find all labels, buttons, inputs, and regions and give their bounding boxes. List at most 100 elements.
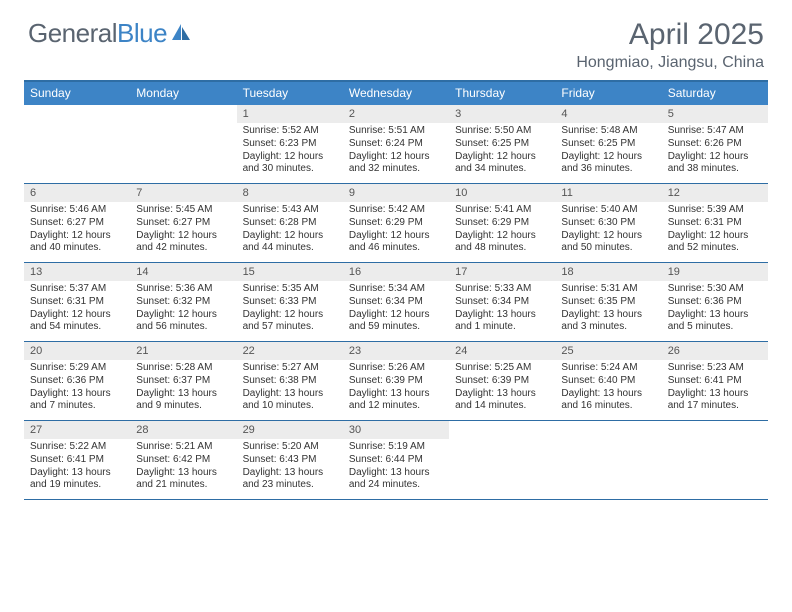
- sunrise-line: Sunrise: 5:43 AM: [243, 204, 337, 217]
- sunset-line: Sunset: 6:39 PM: [349, 375, 443, 388]
- sunset-line: Sunset: 6:29 PM: [455, 217, 549, 230]
- daylight-line: Daylight: 12 hours and 46 minutes.: [349, 230, 443, 256]
- day-header: Wednesday: [343, 82, 449, 105]
- day-number: 20: [24, 342, 130, 360]
- sunset-line: Sunset: 6:44 PM: [349, 454, 443, 467]
- day-number: 26: [662, 342, 768, 360]
- day-details: Sunrise: 5:40 AMSunset: 6:30 PMDaylight:…: [555, 202, 661, 259]
- daylight-line: Daylight: 13 hours and 1 minute.: [455, 309, 549, 335]
- daylight-line: Daylight: 12 hours and 50 minutes.: [561, 230, 655, 256]
- day-number: 1: [237, 105, 343, 123]
- daylight-line: Daylight: 12 hours and 38 minutes.: [668, 151, 762, 177]
- day-details: Sunrise: 5:37 AMSunset: 6:31 PMDaylight:…: [24, 281, 130, 338]
- day-details: Sunrise: 5:26 AMSunset: 6:39 PMDaylight:…: [343, 360, 449, 417]
- calendar-cell: 20Sunrise: 5:29 AMSunset: 6:36 PMDayligh…: [24, 342, 130, 420]
- day-details: Sunrise: 5:19 AMSunset: 6:44 PMDaylight:…: [343, 439, 449, 496]
- day-number: 10: [449, 184, 555, 202]
- sunrise-line: Sunrise: 5:28 AM: [136, 362, 230, 375]
- day-details: Sunrise: 5:45 AMSunset: 6:27 PMDaylight:…: [130, 202, 236, 259]
- sunrise-line: Sunrise: 5:37 AM: [30, 283, 124, 296]
- day-header-row: SundayMondayTuesdayWednesdayThursdayFrid…: [24, 82, 768, 105]
- calendar-cell: 5Sunrise: 5:47 AMSunset: 6:26 PMDaylight…: [662, 105, 768, 183]
- day-number: 3: [449, 105, 555, 123]
- daylight-line: Daylight: 12 hours and 44 minutes.: [243, 230, 337, 256]
- calendar-cell: 16Sunrise: 5:34 AMSunset: 6:34 PMDayligh…: [343, 263, 449, 341]
- day-number: 18: [555, 263, 661, 281]
- sunrise-line: Sunrise: 5:20 AM: [243, 441, 337, 454]
- calendar-cell: 26Sunrise: 5:23 AMSunset: 6:41 PMDayligh…: [662, 342, 768, 420]
- sunrise-line: Sunrise: 5:42 AM: [349, 204, 443, 217]
- daylight-line: Daylight: 13 hours and 3 minutes.: [561, 309, 655, 335]
- calendar-cell-empty: .: [130, 105, 236, 183]
- day-details: Sunrise: 5:30 AMSunset: 6:36 PMDaylight:…: [662, 281, 768, 338]
- day-details: Sunrise: 5:41 AMSunset: 6:29 PMDaylight:…: [449, 202, 555, 259]
- calendar-cell: 7Sunrise: 5:45 AMSunset: 6:27 PMDaylight…: [130, 184, 236, 262]
- week-row: 13Sunrise: 5:37 AMSunset: 6:31 PMDayligh…: [24, 262, 768, 341]
- daylight-line: Daylight: 12 hours and 34 minutes.: [455, 151, 549, 177]
- day-number: 24: [449, 342, 555, 360]
- day-details: Sunrise: 5:33 AMSunset: 6:34 PMDaylight:…: [449, 281, 555, 338]
- daylight-line: Daylight: 12 hours and 42 minutes.: [136, 230, 230, 256]
- month-title: April 2025: [576, 18, 764, 52]
- sunset-line: Sunset: 6:35 PM: [561, 296, 655, 309]
- day-number: 11: [555, 184, 661, 202]
- header: GeneralBlue April 2025 Hongmiao, Jiangsu…: [0, 0, 792, 72]
- calendar-cell: 24Sunrise: 5:25 AMSunset: 6:39 PMDayligh…: [449, 342, 555, 420]
- sunrise-line: Sunrise: 5:41 AM: [455, 204, 549, 217]
- daylight-line: Daylight: 12 hours and 48 minutes.: [455, 230, 549, 256]
- calendar-cell-empty: .: [24, 105, 130, 183]
- day-details: Sunrise: 5:25 AMSunset: 6:39 PMDaylight:…: [449, 360, 555, 417]
- day-details: Sunrise: 5:48 AMSunset: 6:25 PMDaylight:…: [555, 123, 661, 180]
- day-number: 25: [555, 342, 661, 360]
- logo-general: General: [28, 18, 117, 49]
- sunset-line: Sunset: 6:27 PM: [30, 217, 124, 230]
- sunset-line: Sunset: 6:40 PM: [561, 375, 655, 388]
- day-number: 7: [130, 184, 236, 202]
- day-number: 19: [662, 263, 768, 281]
- sunset-line: Sunset: 6:34 PM: [349, 296, 443, 309]
- day-number: 21: [130, 342, 236, 360]
- daylight-line: Daylight: 12 hours and 57 minutes.: [243, 309, 337, 335]
- sunset-line: Sunset: 6:33 PM: [243, 296, 337, 309]
- day-details: Sunrise: 5:36 AMSunset: 6:32 PMDaylight:…: [130, 281, 236, 338]
- sunset-line: Sunset: 6:31 PM: [668, 217, 762, 230]
- day-number: 5: [662, 105, 768, 123]
- sunset-line: Sunset: 6:25 PM: [455, 138, 549, 151]
- sunset-line: Sunset: 6:38 PM: [243, 375, 337, 388]
- location: Hongmiao, Jiangsu, China: [576, 54, 764, 72]
- daylight-line: Daylight: 13 hours and 14 minutes.: [455, 388, 549, 414]
- daylight-line: Daylight: 12 hours and 54 minutes.: [30, 309, 124, 335]
- daylight-line: Daylight: 13 hours and 16 minutes.: [561, 388, 655, 414]
- daylight-line: Daylight: 13 hours and 23 minutes.: [243, 467, 337, 493]
- calendar-cell: 1Sunrise: 5:52 AMSunset: 6:23 PMDaylight…: [237, 105, 343, 183]
- day-number: 8: [237, 184, 343, 202]
- calendar-cell: 4Sunrise: 5:48 AMSunset: 6:25 PMDaylight…: [555, 105, 661, 183]
- sunset-line: Sunset: 6:29 PM: [349, 217, 443, 230]
- calendar-cell: 19Sunrise: 5:30 AMSunset: 6:36 PMDayligh…: [662, 263, 768, 341]
- sunrise-line: Sunrise: 5:45 AM: [136, 204, 230, 217]
- week-row: 20Sunrise: 5:29 AMSunset: 6:36 PMDayligh…: [24, 341, 768, 420]
- daylight-line: Daylight: 12 hours and 52 minutes.: [668, 230, 762, 256]
- day-number: 28: [130, 421, 236, 439]
- calendar-cell: 14Sunrise: 5:36 AMSunset: 6:32 PMDayligh…: [130, 263, 236, 341]
- calendar-cell: 6Sunrise: 5:46 AMSunset: 6:27 PMDaylight…: [24, 184, 130, 262]
- day-details: Sunrise: 5:31 AMSunset: 6:35 PMDaylight:…: [555, 281, 661, 338]
- day-header: Friday: [555, 82, 661, 105]
- calendar-cell: 23Sunrise: 5:26 AMSunset: 6:39 PMDayligh…: [343, 342, 449, 420]
- daylight-line: Daylight: 13 hours and 7 minutes.: [30, 388, 124, 414]
- sunrise-line: Sunrise: 5:52 AM: [243, 125, 337, 138]
- day-header: Sunday: [24, 82, 130, 105]
- sunset-line: Sunset: 6:36 PM: [30, 375, 124, 388]
- daylight-line: Daylight: 13 hours and 21 minutes.: [136, 467, 230, 493]
- day-number: 15: [237, 263, 343, 281]
- day-number: 27: [24, 421, 130, 439]
- calendar: SundayMondayTuesdayWednesdayThursdayFrid…: [24, 80, 768, 500]
- day-details: Sunrise: 5:20 AMSunset: 6:43 PMDaylight:…: [237, 439, 343, 496]
- sunrise-line: Sunrise: 5:25 AM: [455, 362, 549, 375]
- day-number: 13: [24, 263, 130, 281]
- sunrise-line: Sunrise: 5:31 AM: [561, 283, 655, 296]
- sunset-line: Sunset: 6:42 PM: [136, 454, 230, 467]
- day-details: Sunrise: 5:50 AMSunset: 6:25 PMDaylight:…: [449, 123, 555, 180]
- sunrise-line: Sunrise: 5:48 AM: [561, 125, 655, 138]
- day-details: Sunrise: 5:52 AMSunset: 6:23 PMDaylight:…: [237, 123, 343, 180]
